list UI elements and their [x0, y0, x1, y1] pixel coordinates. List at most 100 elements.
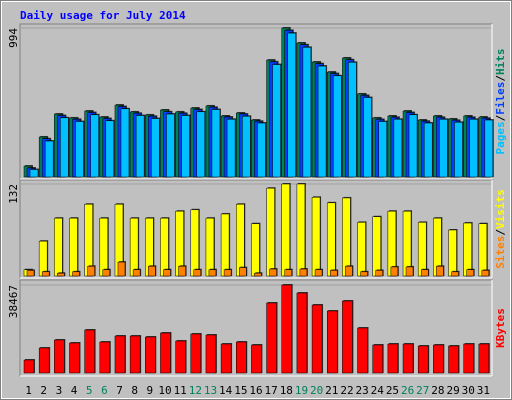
bar	[75, 121, 84, 178]
bar	[57, 272, 65, 277]
bar	[105, 120, 115, 178]
x-tick-label: 28	[431, 384, 444, 397]
bar	[484, 119, 494, 178]
bar	[90, 114, 99, 178]
bar	[41, 271, 50, 277]
bar	[332, 75, 342, 178]
bar	[436, 265, 444, 277]
x-tick-label: 31	[477, 384, 490, 397]
y-tick-label: 38467	[7, 285, 20, 318]
x-tick-label: 24	[371, 384, 385, 397]
x-tick-label: 9	[147, 384, 154, 397]
bar	[160, 332, 171, 374]
x-tick-label: 3	[56, 384, 63, 397]
bar	[205, 217, 215, 277]
bar	[345, 265, 353, 277]
bar	[196, 111, 206, 178]
bar	[266, 187, 275, 277]
x-tick-label: 10	[158, 384, 171, 397]
legend-entry: Hits	[494, 49, 507, 76]
bar	[242, 116, 251, 178]
bar	[26, 270, 35, 277]
bar	[326, 310, 338, 374]
bar	[296, 183, 306, 277]
x-tick-label: 16	[249, 384, 262, 397]
bar	[357, 222, 366, 277]
x-tick-label: 6	[101, 384, 108, 397]
bar	[84, 203, 93, 277]
bar	[454, 122, 463, 178]
bar	[135, 115, 145, 178]
legend: Sites/Visits	[494, 189, 507, 269]
bar	[417, 222, 427, 277]
bar	[311, 196, 321, 277]
bar	[360, 271, 368, 277]
legend-entry: Files	[494, 82, 507, 115]
bar	[478, 343, 490, 374]
x-tick-label: 22	[340, 384, 353, 397]
legend-entry: Sites	[494, 236, 507, 269]
bar	[87, 265, 95, 277]
bar	[281, 284, 292, 374]
bar	[420, 269, 429, 277]
bar	[408, 114, 418, 178]
bar	[481, 270, 490, 277]
bar	[466, 269, 474, 277]
bar	[223, 269, 232, 277]
bar	[375, 270, 383, 277]
x-tick-label: 14	[219, 384, 233, 397]
x-tick-label: 11	[174, 384, 187, 397]
x-tick-label: 15	[234, 384, 247, 397]
x-tick-label: 29	[446, 384, 459, 397]
x-tick-label: 2	[40, 384, 47, 397]
bar	[69, 217, 78, 277]
x-tick-label: 5	[86, 384, 93, 397]
bar	[151, 118, 160, 178]
bar	[160, 217, 169, 277]
x-tick-label: 25	[386, 384, 399, 397]
bar	[145, 336, 156, 374]
bar	[120, 108, 130, 178]
bar	[114, 335, 126, 374]
bar	[226, 119, 236, 178]
legend-separator: /	[494, 229, 507, 236]
bar	[423, 122, 433, 178]
bar	[257, 122, 266, 178]
bar	[23, 359, 35, 374]
bar	[448, 229, 457, 277]
bar	[439, 119, 448, 178]
bar	[342, 300, 353, 374]
x-tick-label: 7	[116, 384, 123, 397]
bar	[390, 266, 399, 277]
bar	[433, 344, 444, 374]
x-tick-label: 19	[295, 384, 308, 397]
bar	[393, 119, 403, 178]
bar	[417, 345, 429, 374]
bar	[405, 266, 414, 277]
x-tick-label: 23	[356, 384, 369, 397]
x-tick-label: 12	[189, 384, 202, 397]
bar	[166, 113, 175, 178]
x-tick-label: 1	[25, 384, 32, 397]
bar	[299, 268, 308, 277]
bar	[84, 329, 95, 374]
x-tick-label: 4	[71, 384, 78, 397]
bar	[329, 270, 338, 277]
bar	[251, 223, 260, 277]
bar	[99, 217, 109, 277]
bar	[269, 268, 277, 277]
bar	[342, 197, 351, 277]
bar	[193, 269, 202, 277]
bar	[372, 216, 381, 277]
bar	[178, 265, 186, 277]
bar	[348, 62, 357, 178]
bar	[132, 269, 141, 277]
legend-entry: KBytes	[494, 308, 507, 348]
bar	[326, 202, 336, 277]
bar	[29, 169, 39, 178]
x-tick-label: 18	[280, 384, 293, 397]
legend: Pages/Files/Hits	[494, 49, 507, 155]
bar	[148, 265, 156, 277]
